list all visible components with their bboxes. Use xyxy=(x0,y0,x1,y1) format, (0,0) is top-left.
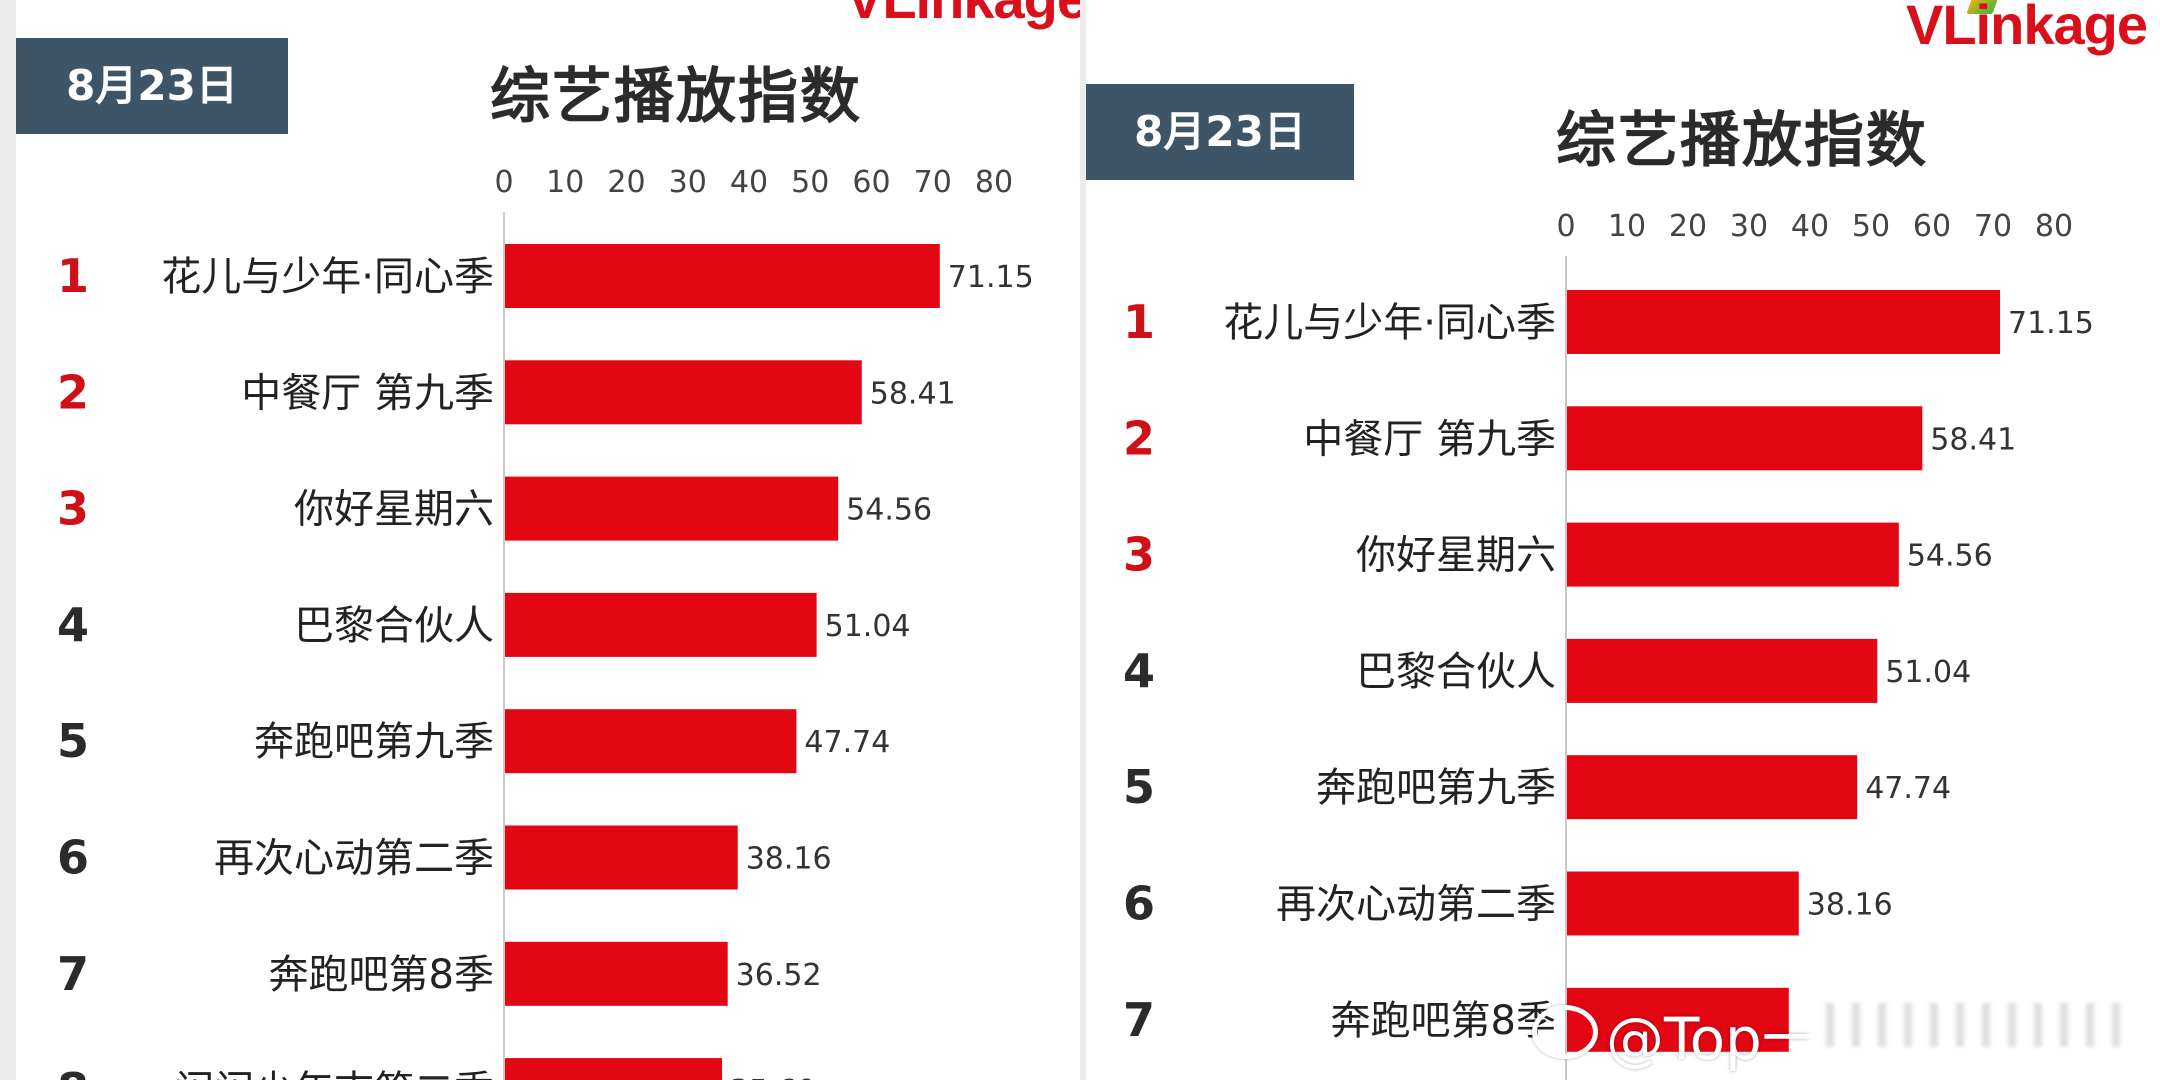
rank-number: 7 xyxy=(57,947,89,1001)
category-label: 奔跑吧第8季 xyxy=(269,952,494,998)
chart-title: 综艺播放指数 xyxy=(490,62,862,132)
bar xyxy=(505,592,817,657)
rank-number: 4 xyxy=(1123,644,1155,698)
vlinkage-logo: VLinkage xyxy=(1906,0,2148,56)
rank-number: 2 xyxy=(1123,411,1155,465)
bar-chart-left: 0 10 20 30 40 50 60 70 80 1 花儿与少年·同心季 71.15 2 中餐厅 第九季… xyxy=(57,165,1034,1080)
category-label: 再次心动第二季 xyxy=(1276,882,1556,928)
rank-number: 1 xyxy=(1123,295,1155,349)
rank-number: 1 xyxy=(57,249,89,303)
data-label: 36.52 xyxy=(736,958,822,993)
rank-number: 7 xyxy=(1123,993,1155,1047)
weibo-logo-icon xyxy=(1532,1005,1598,1059)
bar xyxy=(505,360,862,425)
data-label: 35.60 xyxy=(730,1074,816,1080)
data-label: 58.41 xyxy=(1930,422,2016,457)
category-label: 花儿与少年·同心季 xyxy=(1223,300,1556,346)
category-label: 奔跑吧第九季 xyxy=(1316,765,1556,811)
watermark-blur xyxy=(1808,1003,2138,1047)
category-label: 花儿与少年·同心季 xyxy=(161,254,494,300)
chart-title: 综艺播放指数 xyxy=(1556,106,1928,176)
rank-number: 2 xyxy=(57,365,89,419)
x-tick-label: 20 xyxy=(607,165,645,200)
x-tick-label: 40 xyxy=(1791,209,1829,244)
data-label: 51.04 xyxy=(1885,655,1971,690)
rank-number: 8 xyxy=(57,1063,89,1080)
data-label: 47.74 xyxy=(804,725,890,760)
category-label: 奔跑吧第九季 xyxy=(254,719,494,765)
x-tick-label: 60 xyxy=(1913,209,1951,244)
x-tick-label: 60 xyxy=(852,165,890,200)
category-label: 巴黎合伙人 xyxy=(1356,649,1556,695)
data-label: 54.56 xyxy=(1907,539,1993,574)
x-tick-label: 80 xyxy=(2035,209,2073,244)
rank-number: 3 xyxy=(57,482,89,536)
x-tick-label: 10 xyxy=(546,165,584,200)
bar xyxy=(1567,522,1899,587)
category-label: 中餐厅 第九季 xyxy=(1303,416,1556,462)
bar xyxy=(1567,987,1789,1052)
bar xyxy=(1567,871,1799,936)
rank-number: 3 xyxy=(1123,528,1155,582)
data-label: 38.16 xyxy=(1807,888,1893,923)
rank-number: 5 xyxy=(1123,760,1155,814)
bar-chart-right: 0 10 20 30 40 50 60 70 80 1 花儿与少年·同心季 71.15 2 中餐厅 第九季… xyxy=(1123,209,2094,1080)
rank-number: 4 xyxy=(57,598,89,652)
x-tick-label: 20 xyxy=(1669,209,1707,244)
bar xyxy=(505,244,940,308)
x-tick-label: 70 xyxy=(1974,209,2012,244)
bar xyxy=(1567,638,1878,703)
rank-number: 6 xyxy=(57,831,89,885)
category-label: 你好星期六 xyxy=(1356,533,1556,579)
category-label: 闪闪少年志第二季 xyxy=(174,1068,494,1080)
x-tick-label: 30 xyxy=(669,165,707,200)
vlinkage-logo: VLinkage xyxy=(846,0,1080,31)
x-tick-label: 80 xyxy=(975,165,1013,200)
data-label: 71.15 xyxy=(2008,306,2094,341)
data-label: 47.74 xyxy=(1865,771,1951,806)
bar xyxy=(505,476,839,541)
category-label: 再次心动第二季 xyxy=(214,836,494,882)
data-label: 51.04 xyxy=(825,609,911,644)
data-label: 54.56 xyxy=(846,493,932,528)
x-tick-label: 0 xyxy=(1556,209,1575,244)
date-badge: 8月23日 xyxy=(1086,84,1354,180)
bar xyxy=(505,1058,723,1080)
x-tick-label: 50 xyxy=(791,165,829,200)
category-label: 奔跑吧第8季 xyxy=(1331,998,1556,1044)
x-tick-label: 30 xyxy=(1730,209,1768,244)
bar xyxy=(1567,406,1923,471)
category-label: 中餐厅 第九季 xyxy=(241,370,494,416)
bar xyxy=(1567,290,2001,354)
category-label: 你好星期六 xyxy=(294,487,494,533)
date-badge: 8月23日 xyxy=(16,38,288,134)
rank-number: 5 xyxy=(57,714,89,768)
bar xyxy=(1567,755,1858,820)
category-label: 巴黎合伙人 xyxy=(294,603,494,649)
data-label: 38.16 xyxy=(746,842,832,877)
bar xyxy=(505,941,728,1006)
bar xyxy=(505,825,738,890)
x-tick-label: 40 xyxy=(730,165,768,200)
x-tick-label: 0 xyxy=(494,165,513,200)
x-tick-label: 50 xyxy=(1852,209,1890,244)
rank-number: 6 xyxy=(1123,877,1155,931)
chart-panel-left: VLinkage 8月23日 综艺播放指数 0 10 20 30 40 50 60 70 80 1… xyxy=(16,0,1080,1080)
x-tick-label: 10 xyxy=(1608,209,1646,244)
bar xyxy=(505,709,797,774)
x-tick-label: 70 xyxy=(914,165,952,200)
chart-panel-right: VLinkage 8月23日 综艺播放指数 0 10 20 30 40 50 60 70 80 1… xyxy=(1086,0,2160,1080)
watermark: @Top一 xyxy=(1606,1005,1820,1073)
data-label: 71.15 xyxy=(948,260,1034,295)
data-label: 58.41 xyxy=(870,376,956,411)
